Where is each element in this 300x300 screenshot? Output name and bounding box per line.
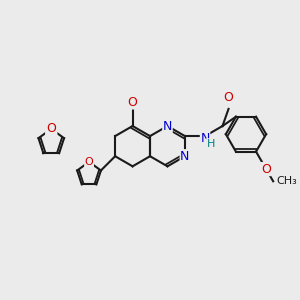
Text: O: O	[224, 91, 233, 104]
Text: N: N	[180, 150, 190, 163]
Text: O: O	[85, 157, 93, 167]
Text: N: N	[163, 119, 172, 133]
Text: H: H	[207, 139, 215, 149]
Text: CH₃: CH₃	[276, 176, 297, 186]
Text: O: O	[46, 122, 56, 135]
Text: N: N	[200, 133, 210, 146]
Text: O: O	[128, 96, 137, 109]
Text: O: O	[261, 163, 271, 176]
